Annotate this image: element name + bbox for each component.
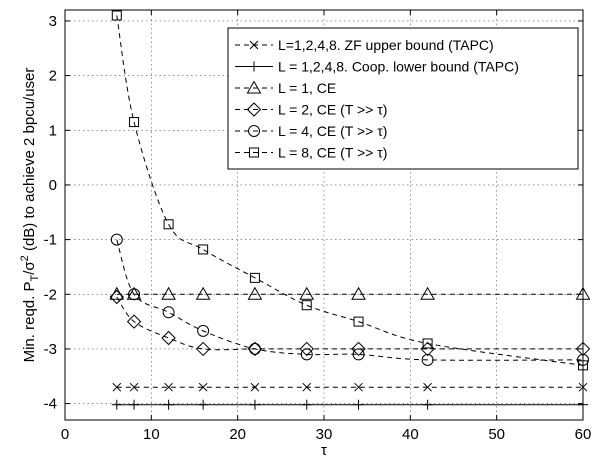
data-point-3 [351, 341, 366, 357]
legend-marker-5 [249, 147, 259, 158]
data-point-5 [111, 10, 122, 21]
legend-entry-0: L=1,2,4,8. ZF upper bound (TAPC) [278, 37, 494, 53]
legend: L=1,2,4,8. ZF upper bound (TAPC) L = 1,2,… [227, 27, 579, 170]
x-tick-label: 50 [488, 426, 505, 443]
legend-entry-3: L = 2, CE (T >> τ) [278, 102, 387, 118]
data-point-0-stroke [198, 382, 208, 392]
y-axis-label: Min. reqd. PT/σ2 (dB) to achieve 2 bpcu/… [19, 68, 41, 363]
series-lines [116, 15, 584, 406]
legend-entry-2: L = 1, CE [278, 80, 336, 96]
data-point-5 [301, 300, 312, 311]
data-point-0-stroke [250, 382, 260, 392]
data-point-3 [195, 341, 211, 357]
data-point-4 [300, 348, 313, 361]
legend-marker-4 [248, 125, 260, 137]
data-point-5 [422, 338, 433, 349]
y-tick-labels: -4 -3 -2 -1 0 1 2 3 [44, 13, 57, 413]
y-tick-label: 1 [49, 122, 57, 139]
data-point-0 [112, 382, 122, 392]
x-tick-label: 30 [316, 426, 333, 443]
y-tick-label: 2 [49, 68, 57, 85]
y-tick-label: -1 [44, 232, 57, 249]
data-point-4 [197, 324, 210, 337]
legend-marker-2 [246, 80, 262, 94]
data-point-2 [351, 286, 366, 300]
data-point-3 [126, 314, 142, 329]
y-tick-label: 0 [49, 177, 57, 194]
x-axis-label: τ [321, 442, 327, 459]
legend-marker-3 [246, 102, 262, 117]
x-tick-label: 0 [61, 426, 69, 443]
data-point-1 [111, 399, 122, 410]
y-axis-label-post: (dB) to achieve 2 bpcu/user [21, 68, 38, 256]
data-point-1 [422, 399, 433, 410]
series-line-5 [116, 15, 584, 366]
y-axis-label-sup: 2 [19, 255, 31, 261]
data-point-5 [249, 272, 260, 283]
data-point-0 [302, 382, 312, 392]
data-point-5 [129, 117, 140, 128]
data-point-0-stroke [112, 382, 122, 392]
data-point-0-stroke [129, 382, 139, 392]
x-tick-labels: 0 10 20 30 40 50 60 [61, 426, 592, 443]
y-tick-label: 3 [49, 13, 57, 30]
data-point-4 [248, 342, 261, 355]
legend-entry-5: L = 8, CE (T >> τ) [278, 145, 387, 161]
series-line-3 [116, 296, 583, 351]
legend-entry-4: L = 4, CE (T >> τ) [278, 123, 387, 139]
y-axis-label-pre: Min. reqd. P [21, 282, 38, 363]
data-point-4 [352, 348, 365, 361]
data-point-0-stroke [302, 382, 312, 392]
data-point-5 [353, 316, 364, 327]
data-point-3 [247, 341, 263, 357]
data-point-5 [198, 244, 209, 255]
x-tick-label: 20 [229, 426, 246, 443]
x-tick-label: 40 [402, 426, 419, 443]
axis-ticks [64, 10, 584, 420]
legend-marker-1 [249, 61, 259, 72]
x-tick-label: 60 [575, 426, 592, 443]
legend-marker-0-stroke [249, 40, 259, 50]
data-point-0 [164, 382, 173, 392]
data-point-2 [299, 286, 315, 300]
y-axis-label-mid: /σ [21, 261, 38, 275]
data-point-3 [109, 289, 125, 305]
data-point-4 [128, 288, 141, 301]
data-point-2 [195, 286, 211, 300]
data-point-0 [250, 382, 260, 392]
legend-box [227, 27, 579, 170]
legend-entry-1: L = 1,2,4,8. Coop. lower bound (TAPC) [278, 59, 519, 75]
data-point-0 [423, 382, 432, 392]
data-point-1 [353, 399, 364, 410]
y-tick-label: -3 [44, 341, 57, 358]
data-point-0 [129, 382, 139, 392]
legend-marker-0 [249, 40, 259, 50]
data-point-5 [163, 219, 174, 230]
data-point-1 [249, 399, 260, 410]
data-point-4 [110, 233, 123, 246]
data-point-1 [129, 399, 140, 410]
data-point-4 [162, 306, 175, 319]
y-axis-label-sub: T [29, 275, 41, 282]
data-point-0 [198, 382, 208, 392]
data-point-1 [198, 399, 209, 410]
data-point-0-stroke [164, 382, 173, 392]
x-tick-label: 10 [143, 426, 160, 443]
data-point-0 [354, 382, 363, 392]
y-tick-label: -2 [44, 286, 57, 303]
data-point-1 [163, 399, 174, 410]
data-point-2 [420, 286, 435, 300]
data-point-3 [299, 341, 314, 357]
data-point-3 [161, 330, 176, 346]
data-point-4 [421, 353, 434, 366]
data-point-0-stroke [423, 382, 432, 392]
data-point-0-stroke [354, 382, 363, 392]
series-line-4 [116, 239, 584, 361]
data-point-2 [247, 286, 263, 300]
y-tick-label: -4 [44, 396, 57, 413]
data-point-1 [301, 399, 312, 410]
data-point-2 [161, 286, 176, 300]
